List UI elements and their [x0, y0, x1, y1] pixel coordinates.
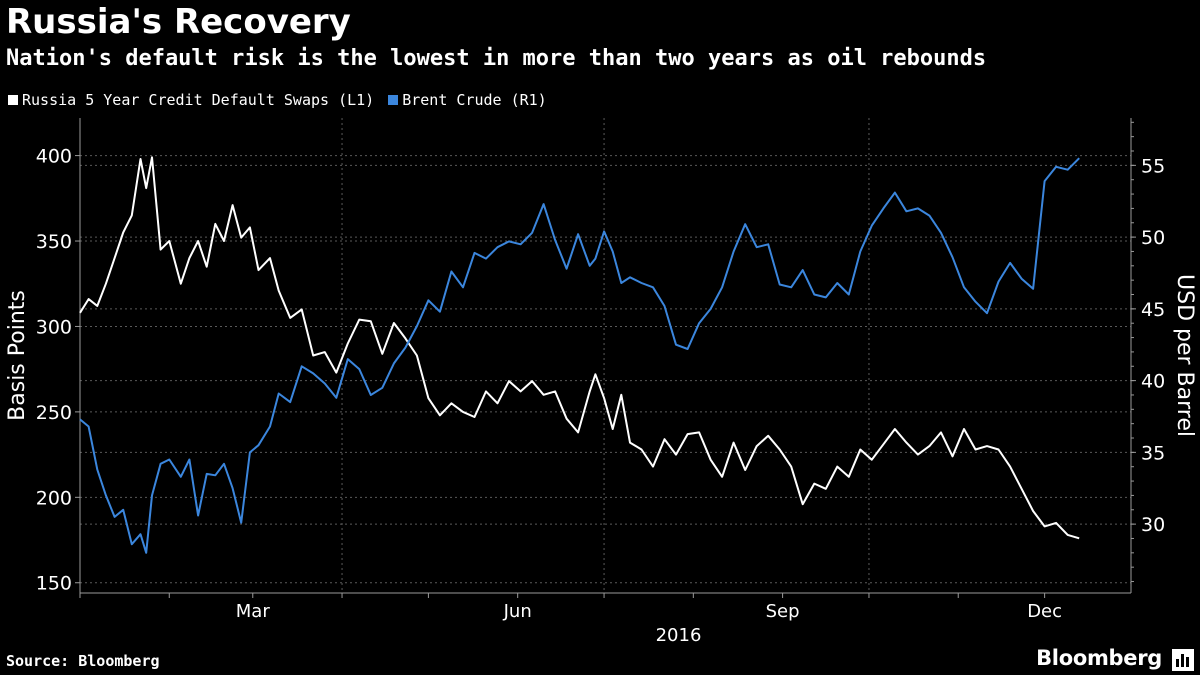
source-note: Source: Bloomberg	[6, 652, 160, 670]
y-tick-label-left: 350	[36, 231, 72, 253]
y-axis-label-right: USD per Barrel	[1172, 274, 1197, 437]
y-tick-label-left: 150	[36, 573, 72, 595]
x-tick-label: Jun	[503, 601, 532, 622]
x-tick-label: Dec	[1027, 601, 1062, 622]
series-line-cds	[79, 156, 1080, 540]
legend-swatch-cds	[8, 95, 18, 105]
legend-item-cds: Russia 5 Year Credit Default Swaps (L1)	[8, 91, 374, 109]
x-tick-label: Mar	[236, 601, 271, 622]
legend-item-brent: Brent Crude (R1)	[388, 91, 547, 109]
y-tick-label-left: 200	[36, 487, 72, 509]
y-tick-label-right: 50	[1141, 227, 1165, 249]
y-tick-label-right: 55	[1141, 155, 1165, 177]
brand-logo: Bloomberg	[1036, 646, 1162, 670]
series-line-brent	[79, 157, 1080, 554]
y-tick-label-left: 400	[36, 146, 72, 168]
y-tick-label-left: 300	[36, 316, 72, 338]
legend-swatch-brent	[388, 95, 399, 105]
legend-label-cds: Russia 5 Year Credit Default Swaps (L1)	[22, 91, 375, 109]
y-tick-label-right: 30	[1141, 514, 1165, 536]
chart-title: Russia's Recovery	[6, 2, 351, 42]
chart-subtitle: Nation's default risk is the lowest in m…	[6, 46, 987, 71]
x-tick-label: Sep	[766, 601, 800, 622]
x-axis-label: 2016	[656, 625, 702, 646]
bar-chart-icon	[1172, 649, 1194, 671]
y-tick-label-left: 250	[36, 402, 72, 424]
y-tick-label-right: 35	[1141, 442, 1165, 464]
legend-label-brent: Brent Crude (R1)	[402, 91, 547, 109]
y-axis-label-left: Basis Points	[5, 290, 30, 421]
y-tick-label-right: 45	[1141, 299, 1165, 321]
legend: Russia 5 Year Credit Default Swaps (L1) …	[8, 89, 561, 111]
y-tick-label-right: 40	[1141, 371, 1165, 393]
